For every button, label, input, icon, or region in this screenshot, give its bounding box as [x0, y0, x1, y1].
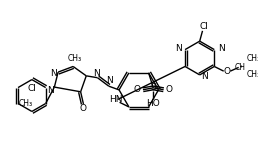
Text: HN: HN	[109, 95, 123, 104]
Text: N: N	[93, 69, 100, 77]
Text: HO: HO	[147, 99, 160, 108]
Text: S: S	[150, 83, 156, 92]
Text: Cl: Cl	[27, 83, 36, 92]
Text: N: N	[106, 76, 113, 85]
Text: O: O	[134, 85, 141, 94]
Text: CH₃: CH₃	[247, 54, 258, 62]
Text: Cl: Cl	[199, 22, 208, 31]
Text: N: N	[175, 44, 182, 53]
Text: O: O	[224, 67, 231, 76]
Text: N: N	[50, 69, 57, 77]
Text: CH: CH	[235, 63, 246, 72]
Text: N: N	[47, 86, 54, 95]
Text: CH₃: CH₃	[18, 98, 32, 108]
Text: O: O	[80, 104, 87, 113]
Text: CH₃: CH₃	[68, 55, 82, 64]
Text: CH₃: CH₃	[247, 70, 258, 79]
Text: N: N	[201, 72, 208, 81]
Text: N: N	[218, 44, 225, 53]
Text: O: O	[166, 85, 173, 94]
